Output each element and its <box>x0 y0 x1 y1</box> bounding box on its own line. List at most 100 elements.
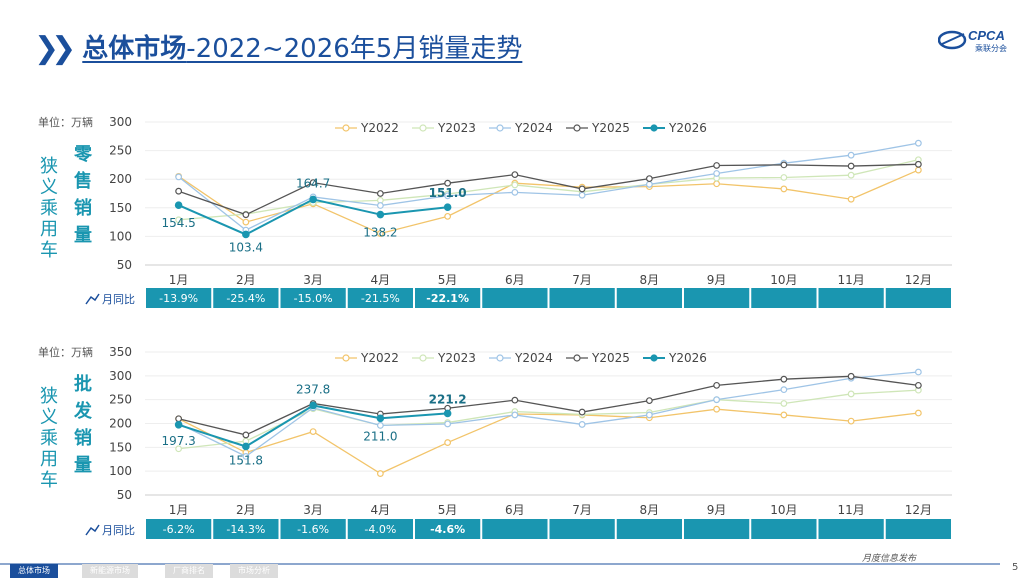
side-label-char: 用 <box>40 219 58 240</box>
side-label-char: 狭 <box>40 386 58 407</box>
data-point-Y2026 <box>443 409 452 418</box>
footer-tab-overall[interactable]: 总体市场 <box>10 564 58 578</box>
yoy-cell <box>885 288 951 308</box>
side-label-char: 车 <box>40 470 58 491</box>
data-point-Y2026 <box>376 414 385 423</box>
legend-label: Y2022 <box>360 121 399 135</box>
yoy-value: -15.0% <box>294 292 333 305</box>
unit-label: 单位：万辆 <box>38 345 93 359</box>
data-point-Y2025 <box>780 375 788 383</box>
yoy-cell <box>415 288 481 308</box>
data-point-Y2022 <box>847 195 855 203</box>
x-tick-label: 4月 <box>371 503 391 517</box>
yoy-cell <box>280 288 346 308</box>
data-point-Y2025 <box>309 179 317 187</box>
data-point-Y2024 <box>376 202 384 209</box>
yoy-cell <box>146 519 212 539</box>
side-label2-char: 量 <box>74 454 92 476</box>
data-point-Y2025 <box>242 431 250 439</box>
x-tick-label: 7月 <box>572 503 592 517</box>
yoy-cell <box>751 519 817 539</box>
x-tick-label: 7月 <box>572 273 592 287</box>
footer-note: 月度信息发布 <box>862 554 917 564</box>
y-tick-label: 100 <box>109 229 132 243</box>
yoy-cell <box>213 519 279 539</box>
x-tick-label: 5月 <box>438 503 458 517</box>
y-tick-label: 100 <box>109 464 132 478</box>
legend-label: Y2024 <box>514 121 553 135</box>
data-point-Y2025 <box>511 171 519 179</box>
data-point-Y2026 <box>376 210 385 219</box>
series-line-Y2025 <box>178 163 919 216</box>
data-point-Y2026 <box>309 195 317 204</box>
yoy-cell <box>549 519 615 539</box>
data-point-Y2026 <box>242 230 250 239</box>
yoy-value: -6.2% <box>163 523 195 536</box>
footer <box>0 562 1035 585</box>
legend-label: Y2025 <box>591 121 630 135</box>
yoy-value: -4.0% <box>364 523 396 536</box>
data-label: 197.3 <box>161 434 195 448</box>
data-point-Y2023 <box>780 400 788 407</box>
data-point-Y2022 <box>713 405 721 413</box>
yoy-cell <box>616 288 682 308</box>
data-label: 237.8 <box>296 382 330 396</box>
yoy-cell <box>751 288 817 308</box>
data-point-Y2025 <box>847 372 855 380</box>
data-label: 138.2 <box>363 226 397 240</box>
data-point-Y2025 <box>847 162 855 170</box>
data-point-Y2023 <box>175 216 183 224</box>
yoy-cell <box>482 519 548 539</box>
title-bold: 总体市场 <box>82 34 187 64</box>
x-tick-label: 8月 <box>640 503 660 517</box>
data-point-Y2026 <box>443 203 452 212</box>
title-rest: -2022~2026年5月销量走势 <box>186 34 523 64</box>
data-point-Y2022 <box>780 411 788 419</box>
data-point-Y2025 <box>713 162 721 169</box>
data-point-Y2025 <box>578 408 586 416</box>
side-label2-char: 售 <box>74 170 92 192</box>
data-point-Y2024 <box>444 420 452 428</box>
trend-icon <box>85 524 100 536</box>
footer-tab-analysis[interactable]: 市场分析 <box>230 564 278 578</box>
footer-tab-ranking[interactable]: 厂商排名 <box>165 564 213 578</box>
series-line-Y2025 <box>178 375 919 436</box>
legend-marker <box>650 124 658 132</box>
data-point-Y2024 <box>578 421 586 428</box>
series-line-Y2023 <box>178 389 919 450</box>
yoy-value: -21.5% <box>361 292 400 305</box>
x-tick-label: 10月 <box>770 273 797 287</box>
side-label2-char: 量 <box>74 224 92 246</box>
cpca-logo-icon <box>938 30 967 50</box>
yoy-cell <box>347 519 413 539</box>
x-tick-label: 2月 <box>236 503 256 517</box>
y-tick-label: 250 <box>109 144 132 158</box>
data-point-Y2026 <box>174 420 183 429</box>
side-label2-char: 零 <box>73 144 93 165</box>
x-tick-label: 2月 <box>236 273 256 287</box>
data-point-Y2024 <box>713 396 721 404</box>
y-tick-label: 50 <box>117 258 132 272</box>
legend-marker <box>573 354 581 362</box>
y-tick-label: 250 <box>109 393 132 407</box>
data-label: 164.7 <box>296 176 330 190</box>
footer-tab-nev[interactable]: 新能源市场 <box>82 564 138 578</box>
y-tick-label: 300 <box>109 369 132 383</box>
data-point-Y2022 <box>376 470 384 477</box>
data-point-Y2024 <box>645 180 653 188</box>
side-label2-char: 销 <box>74 197 92 219</box>
side-label-char: 车 <box>40 240 58 261</box>
data-point-Y2023 <box>847 390 855 398</box>
page-title: ❯❯ 总体市场-2022~2026年5月销量走势 <box>34 34 522 64</box>
yoy-cell <box>684 288 750 308</box>
series-line-Y2024 <box>178 142 919 231</box>
x-tick-label: 5月 <box>438 273 458 287</box>
data-point-Y2022 <box>444 212 452 220</box>
data-point-Y2025 <box>780 161 788 169</box>
legend-marker <box>650 354 658 362</box>
x-tick-label: 10月 <box>770 503 797 517</box>
data-point-Y2023 <box>511 181 519 189</box>
legend-marker <box>419 354 427 362</box>
x-tick-label: 11月 <box>837 503 864 517</box>
x-tick-label: 12月 <box>905 503 932 517</box>
